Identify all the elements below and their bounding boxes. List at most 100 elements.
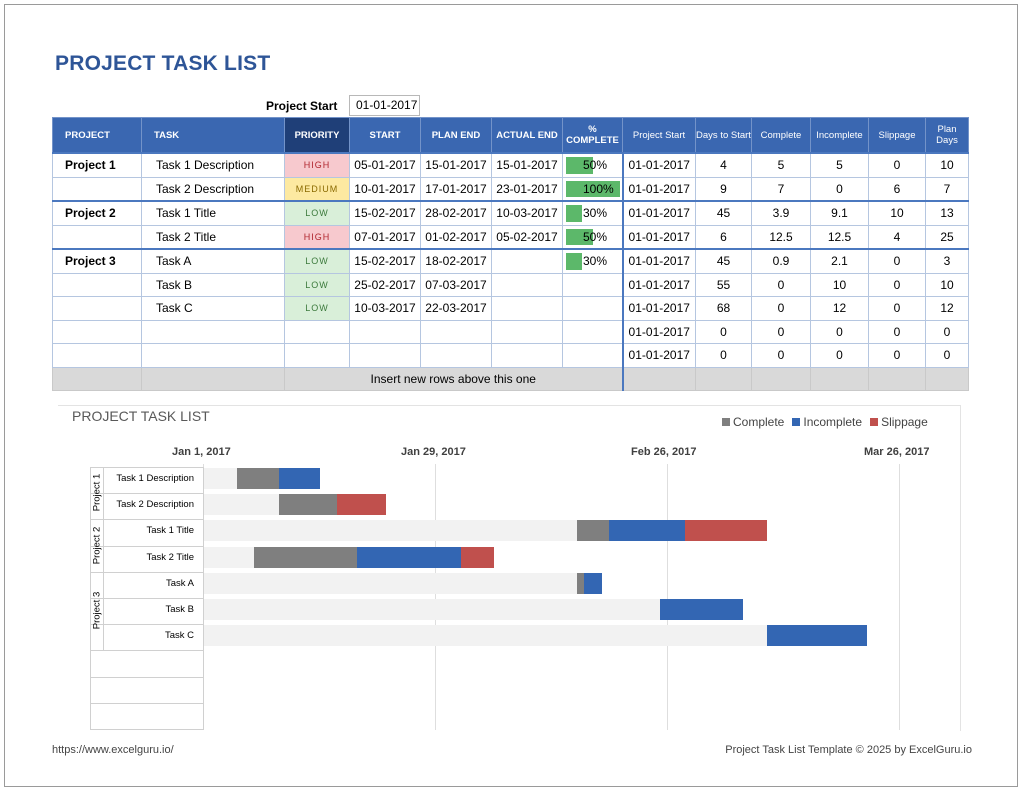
cell-plan-days[interactable]: 12 [925,296,969,321]
cell-complete[interactable]: 7 [751,176,811,202]
cell-project[interactable] [52,224,142,250]
cell-actual-end[interactable]: 15-01-2017 [491,152,563,178]
cell-days[interactable]: 0 [695,343,752,368]
cell-plan-days[interactable]: 13 [925,200,969,226]
cell-actual-end[interactable]: 23-01-2017 [491,176,563,202]
cell-actual-end[interactable] [491,272,563,297]
cell-plan-end[interactable]: 15-01-2017 [420,152,492,178]
cell-ps[interactable]: 01-01-2017 [621,343,696,368]
cell-ps[interactable]: 01-01-2017 [621,319,696,344]
cell-priority[interactable] [284,343,350,368]
cell-ps[interactable]: 01-01-2017 [621,176,696,202]
cell-pct[interactable] [562,272,623,297]
cell-slippage[interactable]: 4 [868,224,926,250]
cell-actual-end[interactable]: 10-03-2017 [491,200,563,226]
cell-start[interactable]: 15-02-2017 [349,248,421,274]
cell-priority[interactable] [284,319,350,344]
cell-task[interactable]: Task 1 Title [141,200,285,226]
cell-slippage[interactable]: 6 [868,176,926,202]
cell-task[interactable] [141,343,285,368]
cell-days[interactable]: 9 [695,176,752,202]
cell-ps[interactable]: 01-01-2017 [621,272,696,297]
cell-priority[interactable]: LOW [284,200,350,226]
cell-complete[interactable]: 0 [751,296,811,321]
cell-plan-days[interactable]: 7 [925,176,969,202]
cell-days[interactable]: 0 [695,319,752,344]
cell-pct[interactable]: 50% [562,224,623,250]
cell-plan-end[interactable]: 18-02-2017 [420,248,492,274]
cell-project[interactable] [52,176,142,202]
cell-plan-days[interactable]: 0 [925,343,969,368]
cell-complete[interactable]: 0 [751,343,811,368]
cell-ps[interactable]: 01-01-2017 [621,248,696,274]
cell-actual-end[interactable] [491,319,563,344]
cell-start[interactable]: 15-02-2017 [349,200,421,226]
cell-incomplete[interactable]: 0 [810,319,869,344]
cell-slippage[interactable]: 0 [868,248,926,274]
cell-slippage[interactable]: 0 [868,272,926,297]
cell-start[interactable]: 05-01-2017 [349,152,421,178]
cell-start[interactable]: 10-01-2017 [349,176,421,202]
cell-actual-end[interactable] [491,248,563,274]
cell-ps[interactable]: 01-01-2017 [621,152,696,178]
cell-plan-end[interactable]: 17-01-2017 [420,176,492,202]
cell-project[interactable]: Project 2 [52,200,142,226]
cell-actual-end[interactable] [491,343,563,368]
cell-priority[interactable]: MEDIUM [284,176,350,202]
cell-project[interactable] [52,296,142,321]
cell-complete[interactable]: 0 [751,272,811,297]
cell-days[interactable]: 68 [695,296,752,321]
cell-slippage[interactable]: 0 [868,296,926,321]
cell-pct[interactable]: 30% [562,248,623,274]
cell-start[interactable] [349,319,421,344]
cell-slippage[interactable]: 0 [868,319,926,344]
cell-slippage[interactable]: 10 [868,200,926,226]
cell-plan-days[interactable]: 10 [925,272,969,297]
cell-task[interactable]: Task 2 Description [141,176,285,202]
cell-complete[interactable]: 0 [751,319,811,344]
cell-plan-end[interactable] [420,319,492,344]
cell-project[interactable] [52,319,142,344]
cell-days[interactable]: 45 [695,200,752,226]
cell-incomplete[interactable]: 12.5 [810,224,869,250]
cell-pct[interactable]: 100% [562,176,623,202]
cell-project[interactable] [52,272,142,297]
cell-slippage[interactable]: 0 [868,152,926,178]
cell-incomplete[interactable]: 0 [810,343,869,368]
cell-pct[interactable] [562,296,623,321]
cell-days[interactable]: 4 [695,152,752,178]
cell-pct[interactable]: 30% [562,200,623,226]
cell-pct[interactable] [562,319,623,344]
cell-start[interactable]: 25-02-2017 [349,272,421,297]
cell-plan-end[interactable] [420,343,492,368]
cell-actual-end[interactable] [491,296,563,321]
cell-plan-days[interactable]: 0 [925,319,969,344]
cell-ps[interactable]: 01-01-2017 [621,200,696,226]
cell-priority[interactable]: LOW [284,248,350,274]
cell-days[interactable]: 45 [695,248,752,274]
footer-url[interactable]: https://www.excelguru.io/ [52,744,174,756]
cell-task[interactable]: Task A [141,248,285,274]
cell-pct[interactable]: 50% [562,152,623,178]
cell-task[interactable]: Task 1 Description [141,152,285,178]
cell-project[interactable]: Project 3 [52,248,142,274]
cell-project[interactable] [52,343,142,368]
cell-incomplete[interactable]: 2.1 [810,248,869,274]
cell-task[interactable] [141,319,285,344]
cell-start[interactable]: 07-01-2017 [349,224,421,250]
cell-priority[interactable]: LOW [284,296,350,321]
cell-incomplete[interactable]: 9.1 [810,200,869,226]
cell-plan-end[interactable]: 07-03-2017 [420,272,492,297]
cell-priority[interactable]: LOW [284,272,350,297]
cell-task[interactable]: Task 2 Title [141,224,285,250]
cell-complete[interactable]: 12.5 [751,224,811,250]
cell-days[interactable]: 6 [695,224,752,250]
cell-priority[interactable]: HIGH [284,224,350,250]
cell-incomplete[interactable]: 12 [810,296,869,321]
cell-task[interactable]: Task C [141,296,285,321]
cell-pct[interactable] [562,343,623,368]
cell-incomplete[interactable]: 5 [810,152,869,178]
cell-ps[interactable]: 01-01-2017 [621,296,696,321]
cell-actual-end[interactable]: 05-02-2017 [491,224,563,250]
cell-complete[interactable]: 5 [751,152,811,178]
